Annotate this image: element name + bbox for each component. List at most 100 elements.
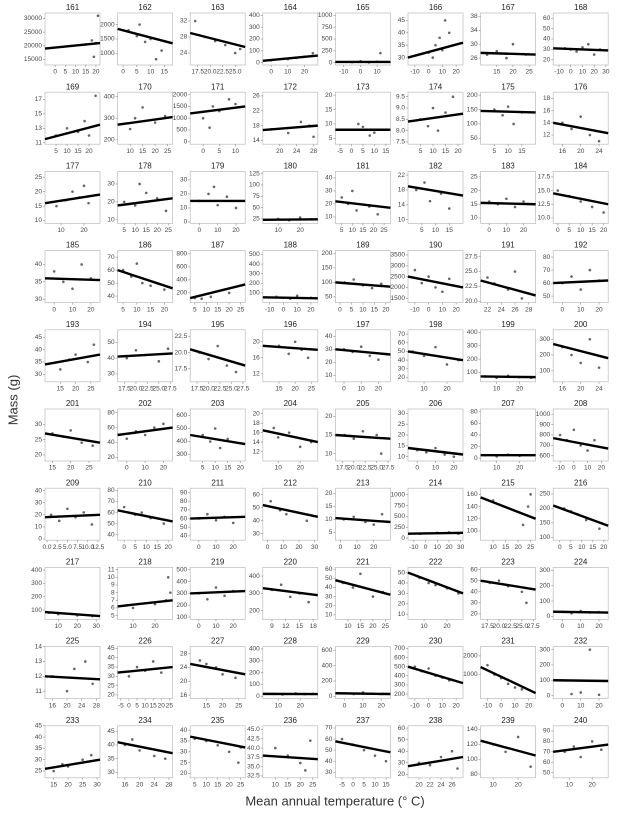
data-point xyxy=(233,51,237,55)
x-tick-label: 25 xyxy=(237,306,245,313)
data-point xyxy=(486,276,489,279)
data-point xyxy=(452,455,456,458)
x-tick-label: 10 xyxy=(434,544,442,551)
y-tick-label: 16 xyxy=(253,355,261,362)
data-point xyxy=(592,53,596,56)
x-tick-label: 0 xyxy=(127,702,131,709)
x-tick-label: 10 xyxy=(57,227,65,234)
x-tick-label: 15 xyxy=(82,69,90,76)
y-tick-label: 25 xyxy=(470,174,478,181)
y-tick-label: 35 xyxy=(35,279,43,286)
panel-title: 220 xyxy=(284,558,298,567)
data-point xyxy=(141,281,144,285)
x-tick-label: 5 xyxy=(340,227,344,234)
fit-line xyxy=(480,109,536,114)
data-point xyxy=(91,444,94,448)
data-point xyxy=(512,122,515,126)
panel-frame xyxy=(117,250,173,303)
x-tick-label: 15 xyxy=(382,782,390,789)
data-point xyxy=(423,181,426,184)
y-tick-label: 40 xyxy=(470,588,478,595)
data-point xyxy=(74,353,77,356)
panel-title: 185 xyxy=(66,241,80,250)
data-point xyxy=(274,746,277,750)
fit-line xyxy=(190,105,246,115)
fit-line xyxy=(44,123,101,141)
x-tick-label: 20 xyxy=(415,782,423,789)
data-point xyxy=(368,354,372,358)
data-point xyxy=(520,590,524,594)
x-tick-label: -10 xyxy=(410,306,420,313)
data-point xyxy=(164,209,168,213)
data-point xyxy=(501,114,504,117)
x-tick-label: 10 xyxy=(489,782,497,789)
x-tick-label: 7.5 xyxy=(73,544,82,551)
data-point xyxy=(84,660,87,663)
y-tick-label: 80 xyxy=(543,254,551,261)
data-point xyxy=(193,19,197,23)
y-tick-label: 50 xyxy=(470,135,478,142)
data-point xyxy=(295,294,299,298)
data-point xyxy=(357,122,360,126)
data-point xyxy=(516,735,520,739)
data-point xyxy=(206,512,209,516)
fit-line xyxy=(190,589,246,595)
x-tick-label: 15 xyxy=(161,69,169,76)
panel-title: 183 xyxy=(501,162,515,171)
panel-title: 168 xyxy=(574,3,588,12)
y-tick-label: 40 xyxy=(35,487,43,494)
y-tick-label: 20 xyxy=(107,199,115,206)
y-tick-label: 200 xyxy=(176,290,187,297)
data-point xyxy=(221,673,224,676)
y-tick-label: 12 xyxy=(543,132,551,139)
panel-frame xyxy=(480,329,536,383)
x-tick-label: 20 xyxy=(230,544,238,551)
fit-line xyxy=(407,531,464,535)
panel-title: 169 xyxy=(66,82,80,91)
data-point xyxy=(207,192,210,196)
data-point xyxy=(234,676,237,680)
y-tick-label: 140 xyxy=(467,726,478,733)
x-tick-label: 10 xyxy=(432,227,440,234)
x-tick-label: 0 xyxy=(282,306,286,313)
y-tick-label: 6 xyxy=(111,605,115,612)
x-tick-label: 0 xyxy=(359,69,363,76)
panel-title: 174 xyxy=(429,82,443,91)
x-tick-label: 0 xyxy=(266,544,270,551)
data-point xyxy=(216,203,219,207)
data-point xyxy=(216,744,219,747)
y-tick-label: 50 xyxy=(543,25,551,32)
y-tick-label: 17 xyxy=(35,96,43,103)
y-tick-label: 40 xyxy=(35,346,43,353)
y-tick-label: 900 xyxy=(539,421,550,428)
x-tick-label: 15 xyxy=(74,148,82,155)
data-point xyxy=(428,763,432,767)
y-tick-label: 750 xyxy=(322,24,333,31)
y-tick-label: 22 xyxy=(398,172,406,179)
y-tick-label: 9.0 xyxy=(396,105,405,112)
x-tick-label: 20 xyxy=(600,544,608,551)
data-point xyxy=(451,95,455,99)
panel-title: 172 xyxy=(284,82,298,91)
x-tick-label: 20 xyxy=(297,465,305,472)
data-point xyxy=(375,433,378,437)
panel-frame xyxy=(552,250,609,303)
x-tick-label: -5 xyxy=(339,782,345,789)
panel-title: 188 xyxy=(284,241,298,250)
y-tick-label: 70 xyxy=(398,331,406,338)
y-tick-label: 250 xyxy=(539,491,550,498)
fit-line xyxy=(189,348,246,367)
y-tick-label: 8.5 xyxy=(396,116,405,123)
data-point xyxy=(597,139,601,143)
x-tick-label: 30 xyxy=(457,544,465,551)
data-point xyxy=(376,213,380,216)
data-point xyxy=(90,523,94,526)
y-tick-label: 150 xyxy=(322,265,333,272)
fit-line xyxy=(190,433,246,446)
y-tick-label: 200 xyxy=(322,250,333,257)
x-tick-label: 22 xyxy=(426,782,434,789)
x-tick-label: 15 xyxy=(275,386,283,393)
data-point xyxy=(581,46,584,49)
data-point xyxy=(368,134,372,137)
panel-frame xyxy=(189,725,246,779)
